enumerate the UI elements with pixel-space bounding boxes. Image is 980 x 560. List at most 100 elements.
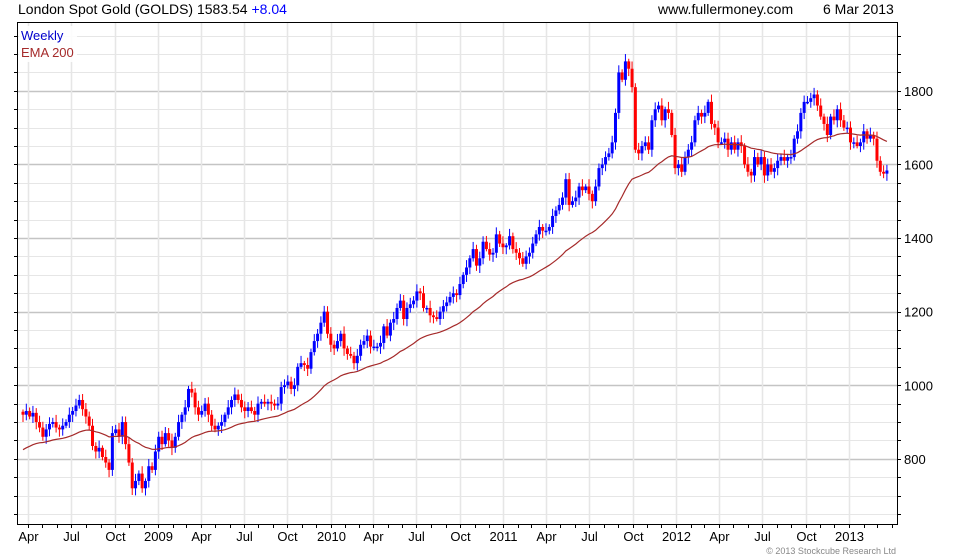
candle — [87, 411, 91, 431]
candle — [637, 142, 641, 161]
candle — [57, 424, 61, 437]
candle — [266, 398, 270, 411]
candle-body — [491, 252, 495, 255]
x-tick-label: Jul — [581, 529, 598, 544]
candle — [21, 409, 25, 423]
candle-body — [117, 429, 121, 437]
candle — [402, 294, 406, 326]
candle-body — [223, 414, 227, 423]
candle — [494, 227, 498, 258]
candle-body — [561, 197, 565, 205]
candle-body — [97, 447, 101, 452]
candle-body — [369, 335, 373, 347]
candle-body — [177, 422, 181, 437]
ema-line — [22, 132, 888, 451]
candle — [61, 418, 65, 436]
candle-body — [31, 412, 35, 417]
candle-body — [547, 226, 551, 231]
candle-body — [402, 300, 406, 320]
candle-body — [124, 422, 128, 445]
candle — [700, 109, 704, 124]
candle — [422, 285, 426, 312]
candle-body — [703, 112, 707, 117]
site-url[interactable]: www.fullermoney.com — [658, 1, 794, 17]
candle-body — [385, 326, 389, 336]
candle-body — [67, 414, 71, 423]
candle — [713, 120, 717, 135]
candle-body — [633, 87, 637, 150]
candle-body — [81, 399, 85, 410]
grid — [17, 22, 897, 524]
candle — [577, 182, 581, 205]
candle — [531, 236, 535, 259]
candle-body — [647, 142, 651, 150]
candle-body — [266, 401, 270, 404]
candle-body — [577, 186, 581, 198]
candle — [762, 151, 766, 183]
candle-body — [422, 293, 426, 308]
candle — [120, 416, 124, 445]
candle-body — [458, 284, 462, 296]
candle — [481, 236, 485, 265]
axes: 800 1000 1200 1400 1600 1800 Apr Jul Oct 2009 Apr J… — [14, 36, 933, 544]
candle-body — [746, 164, 750, 172]
candle-body — [114, 429, 118, 434]
candle — [478, 251, 482, 273]
candle-body — [130, 462, 134, 489]
candle-body — [670, 112, 674, 135]
candle — [448, 291, 452, 306]
candle — [842, 115, 846, 131]
candle — [696, 105, 700, 125]
candle-body — [835, 109, 839, 121]
candle — [342, 326, 346, 356]
candle-body — [759, 157, 763, 165]
candle-body — [382, 326, 386, 343]
candle — [663, 106, 667, 128]
candle-body — [789, 157, 793, 159]
candle — [630, 61, 634, 93]
candle — [508, 228, 512, 250]
candle-body — [551, 215, 555, 227]
candle — [623, 54, 627, 86]
candle-body — [233, 394, 237, 400]
candle-body — [352, 355, 356, 364]
candle-body — [441, 306, 445, 312]
candle-body — [256, 403, 260, 415]
candle-body — [28, 411, 32, 417]
candle-body — [269, 401, 273, 404]
candle — [296, 363, 300, 392]
candle — [822, 113, 826, 131]
candle-body — [263, 401, 267, 404]
y-tick-label: 1600 — [904, 157, 933, 172]
candle-body — [796, 131, 800, 139]
candle-body — [680, 164, 684, 172]
candle-body — [236, 394, 240, 400]
candle — [312, 334, 316, 356]
candle-body — [120, 422, 124, 437]
candle — [590, 190, 594, 209]
candle-body — [544, 230, 548, 233]
candle-body — [140, 473, 144, 489]
candle-body — [319, 322, 323, 334]
candle — [666, 101, 670, 119]
candle-body — [309, 352, 313, 369]
candle-body — [41, 427, 45, 437]
candle — [653, 102, 657, 127]
candle-body — [842, 120, 846, 128]
candle-body — [872, 134, 876, 139]
chart-date: 6 Mar 2013 — [823, 1, 894, 17]
candle — [378, 335, 382, 354]
candle-body — [723, 138, 727, 143]
candle — [703, 105, 707, 124]
candle — [28, 407, 32, 420]
candle-body — [849, 127, 852, 143]
candle — [719, 137, 723, 145]
candle-body — [461, 274, 465, 285]
candle — [640, 140, 644, 161]
candle — [91, 418, 95, 451]
candle-body — [74, 405, 78, 412]
candle-body — [630, 68, 634, 88]
candle-body — [332, 344, 336, 349]
candle — [855, 135, 859, 149]
candle-body — [137, 473, 141, 481]
